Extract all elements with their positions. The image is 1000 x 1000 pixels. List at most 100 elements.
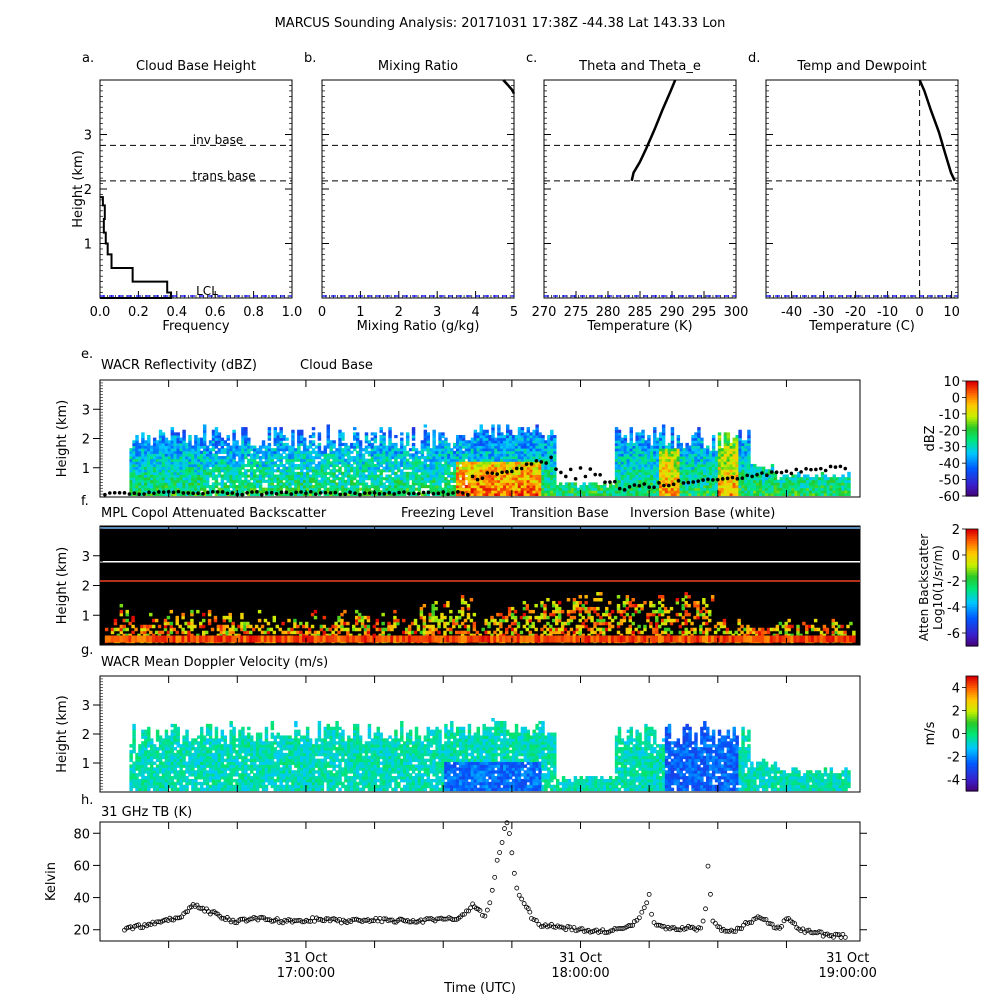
reflectivity-cell [676, 458, 681, 462]
reflectivity-cell [129, 463, 133, 468]
reflectivity-cell [138, 453, 142, 457]
reflectivity-cell [188, 485, 192, 489]
reflectivity-cell [361, 448, 366, 452]
reflectivity-cell [797, 479, 801, 483]
reflectivity-cell [706, 485, 710, 489]
reflectivity-cell [355, 492, 360, 497]
reflectivity-cell [617, 482, 622, 486]
reflectivity-cell [700, 469, 704, 473]
reflectivity-cell [302, 437, 307, 441]
reflectivity-cell [235, 453, 239, 457]
reflectivity-cell [558, 492, 563, 497]
reflectivity-cell [194, 440, 198, 444]
reflectivity-cell [444, 469, 448, 473]
reflectivity-cell [658, 490, 663, 494]
reflectivity-cell [491, 492, 495, 497]
reflectivity-cell [673, 474, 678, 478]
reflectivity-cell [220, 492, 225, 497]
reflectivity-cell [417, 458, 422, 462]
reflectivity-cell [238, 458, 242, 462]
reflectivity-cell [138, 474, 142, 478]
reflectivity-cell [223, 458, 228, 462]
reflectivity-cell [276, 485, 280, 489]
reflectivity-cell [547, 492, 551, 497]
reflectivity-cell [173, 445, 177, 449]
reflectivity-cell [405, 434, 410, 439]
reflectivity-cell [232, 461, 236, 465]
reflectivity-cell [620, 456, 625, 460]
reflectivity-cell [344, 463, 348, 468]
reflectivity-cell [647, 479, 651, 483]
reflectivity-cell [235, 474, 239, 478]
reflectivity-cell [644, 474, 648, 478]
reflectivity-cell [603, 490, 607, 494]
reflectivity-cell [732, 442, 736, 447]
reflectivity-cell [229, 479, 233, 483]
reflectivity-cell [217, 461, 222, 465]
reflectivity-cell [267, 463, 272, 468]
reflectivity-cell [138, 487, 142, 491]
reflectivity-cell [626, 479, 631, 483]
reflectivity-cell [332, 487, 336, 491]
reflectivity-cell [202, 474, 207, 478]
reflectivity-cell [267, 466, 272, 470]
reflectivity-cell [308, 456, 313, 460]
reflectivity-cell [538, 445, 542, 449]
reflectivity-cell [638, 490, 642, 494]
reflectivity-cell [311, 440, 316, 444]
reflectivity-cell [544, 440, 548, 444]
reflectivity-cell [679, 456, 684, 460]
reflectivity-cell [770, 482, 775, 486]
reflectivity-cell [535, 482, 539, 486]
reflectivity-cell [458, 492, 463, 497]
reflectivity-cell [629, 432, 633, 436]
reflectivity-cell [700, 466, 704, 470]
reflectivity-cell [297, 432, 301, 436]
reflectivity-cell [703, 479, 707, 483]
reflectivity-cell [164, 458, 169, 462]
reflectivity-cell [676, 471, 681, 475]
reflectivity-cell [417, 450, 422, 454]
reflectivity-cell [317, 471, 322, 475]
reflectivity-cell [600, 492, 604, 497]
reflectivity-cell [347, 482, 351, 486]
reflectivity-cell [232, 490, 236, 494]
reflectivity-cell [479, 453, 483, 457]
reflectivity-cell [288, 477, 292, 481]
reflectivity-cell [641, 490, 645, 494]
reflectivity-cell [691, 445, 695, 449]
reflectivity-cell [785, 474, 789, 478]
reflectivity-cell [747, 485, 751, 489]
reflectivity-cell [164, 461, 169, 465]
reflectivity-cell [432, 445, 436, 449]
reflectivity-cell [267, 442, 272, 447]
reflectivity-cell [794, 482, 798, 486]
reflectivity-cell [650, 456, 654, 460]
reflectivity-cell [473, 456, 478, 460]
reflectivity-cell [688, 456, 692, 460]
reflectivity-cell [664, 492, 669, 497]
reflectivity-cell [697, 432, 701, 436]
reflectivity-cell [426, 453, 430, 457]
reflectivity-cell [164, 448, 169, 452]
reflectivity-cell [367, 477, 372, 481]
reflectivity-cell [344, 474, 348, 478]
reflectivity-cell [444, 450, 448, 454]
reflectivity-cell [135, 458, 139, 462]
reflectivity-cell [679, 477, 684, 481]
reflectivity-cell [473, 440, 478, 444]
reflectivity-cell [217, 463, 222, 468]
reflectivity-cell [676, 440, 681, 444]
reflectivity-cell [273, 487, 278, 491]
reflectivity-cell [194, 479, 198, 483]
reflectivity-cell [800, 490, 804, 494]
reflectivity-cell [355, 474, 360, 478]
reflectivity-cell [764, 479, 769, 483]
reflectivity-cell [403, 485, 407, 489]
reflectivity-cell [370, 448, 375, 452]
reflectivity-cell [676, 469, 681, 473]
reflectivity-cell [285, 487, 289, 491]
reflectivity-cell [297, 437, 301, 441]
reflectivity-cell [158, 482, 163, 486]
reflectivity-cell [653, 445, 657, 449]
